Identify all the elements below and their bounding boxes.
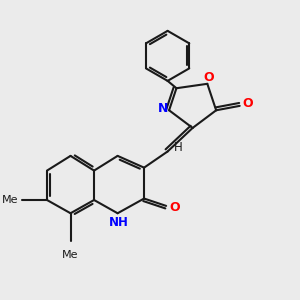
- Text: Me: Me: [62, 250, 79, 260]
- Text: N: N: [158, 102, 168, 115]
- Text: H: H: [173, 141, 182, 154]
- Text: O: O: [169, 201, 180, 214]
- Text: NH: NH: [109, 216, 129, 229]
- Text: Me: Me: [2, 195, 19, 205]
- Text: O: O: [243, 97, 253, 110]
- Text: O: O: [203, 71, 214, 84]
